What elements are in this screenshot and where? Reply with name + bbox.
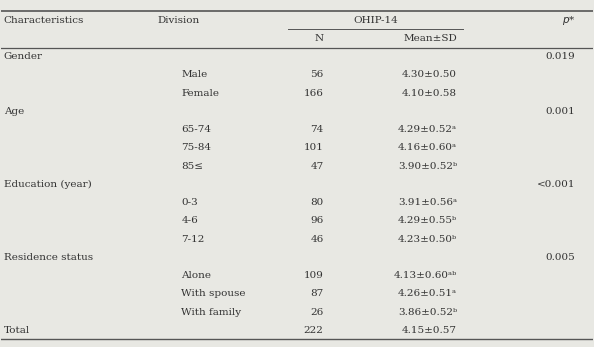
Text: 3.86±0.52ᵇ: 3.86±0.52ᵇ xyxy=(398,307,457,316)
Text: 4.15±0.57: 4.15±0.57 xyxy=(402,326,457,335)
Text: 109: 109 xyxy=(304,271,324,280)
Text: Mean±SD: Mean±SD xyxy=(403,34,457,43)
Text: With family: With family xyxy=(181,307,242,316)
Text: 0.005: 0.005 xyxy=(546,253,576,262)
Text: 47: 47 xyxy=(311,162,324,171)
Text: 4.26±0.51ᵃ: 4.26±0.51ᵃ xyxy=(398,289,457,298)
Text: Total: Total xyxy=(4,326,30,335)
Text: 3.91±0.56ᵃ: 3.91±0.56ᵃ xyxy=(398,198,457,207)
Text: Female: Female xyxy=(181,88,219,98)
Text: 74: 74 xyxy=(311,125,324,134)
Text: OHIP-14: OHIP-14 xyxy=(353,16,398,25)
Text: 4.10±0.58: 4.10±0.58 xyxy=(402,88,457,98)
Text: 0.019: 0.019 xyxy=(546,52,576,61)
Text: 4-6: 4-6 xyxy=(181,216,198,225)
Text: 4.16±0.60ᵃ: 4.16±0.60ᵃ xyxy=(398,143,457,152)
Text: 222: 222 xyxy=(304,326,324,335)
Text: 85≤: 85≤ xyxy=(181,162,203,171)
Text: Gender: Gender xyxy=(4,52,43,61)
Text: Male: Male xyxy=(181,70,208,79)
Text: Age: Age xyxy=(4,107,24,116)
Text: 101: 101 xyxy=(304,143,324,152)
Text: 0.001: 0.001 xyxy=(546,107,576,116)
Text: <0.001: <0.001 xyxy=(537,180,576,189)
Text: 7-12: 7-12 xyxy=(181,235,205,244)
Text: 166: 166 xyxy=(304,88,324,98)
Text: Residence status: Residence status xyxy=(4,253,93,262)
Text: 4.29±0.52ᵃ: 4.29±0.52ᵃ xyxy=(398,125,457,134)
Text: Division: Division xyxy=(158,16,200,25)
Text: 46: 46 xyxy=(311,235,324,244)
Text: 26: 26 xyxy=(311,307,324,316)
Text: 3.90±0.52ᵇ: 3.90±0.52ᵇ xyxy=(398,162,457,171)
Text: With spouse: With spouse xyxy=(181,289,246,298)
Text: Alone: Alone xyxy=(181,271,211,280)
Text: 65-74: 65-74 xyxy=(181,125,211,134)
Text: 4.23±0.50ᵇ: 4.23±0.50ᵇ xyxy=(398,235,457,244)
Text: Education (year): Education (year) xyxy=(4,180,91,189)
Text: 96: 96 xyxy=(311,216,324,225)
Text: N: N xyxy=(315,34,324,43)
Text: 4.29±0.55ᵇ: 4.29±0.55ᵇ xyxy=(398,216,457,225)
Text: Characteristics: Characteristics xyxy=(4,16,84,25)
Text: 0-3: 0-3 xyxy=(181,198,198,207)
Text: 4.30±0.50: 4.30±0.50 xyxy=(402,70,457,79)
Text: 75-84: 75-84 xyxy=(181,143,211,152)
Text: 80: 80 xyxy=(311,198,324,207)
Text: $p$*: $p$* xyxy=(562,14,576,27)
Text: 87: 87 xyxy=(311,289,324,298)
Text: 4.13±0.60ᵃᵇ: 4.13±0.60ᵃᵇ xyxy=(394,271,457,280)
Text: 56: 56 xyxy=(311,70,324,79)
